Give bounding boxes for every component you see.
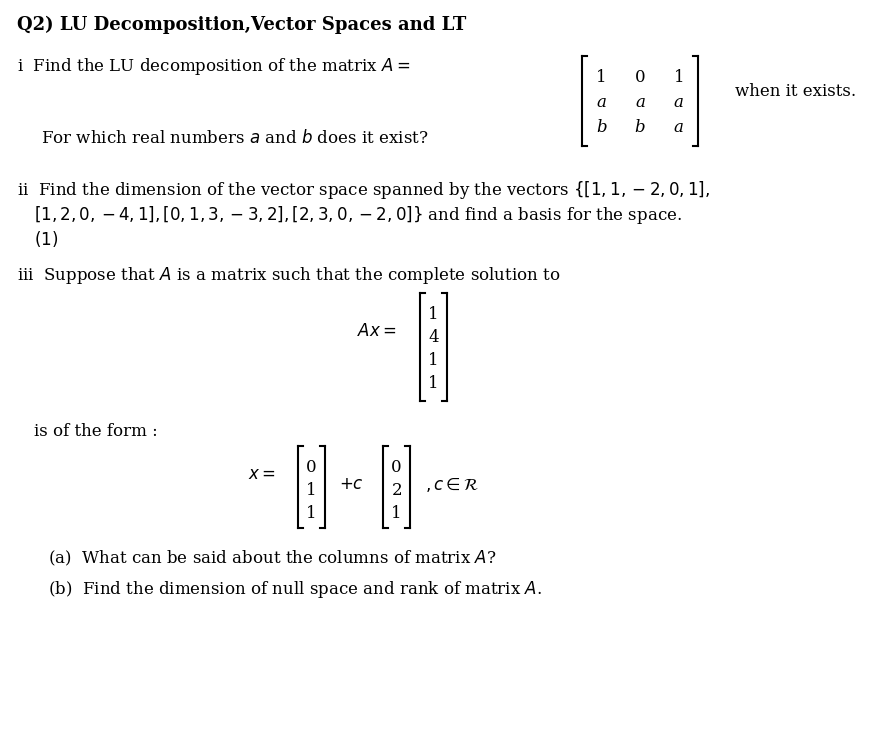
Text: Q2) LU Decomposition,Vector Spaces and LT: Q2) LU Decomposition,Vector Spaces and L… — [18, 16, 466, 34]
Text: $Ax=$: $Ax=$ — [357, 323, 396, 340]
Text: a: a — [674, 119, 684, 136]
Text: 0: 0 — [392, 459, 402, 476]
Text: $x=$: $x=$ — [248, 466, 276, 483]
Text: $(1)$: $(1)$ — [34, 229, 58, 249]
Text: $,c \in \mathcal{R}$: $,c \in \mathcal{R}$ — [425, 476, 479, 494]
Text: (b)  Find the dimension of null space and rank of matrix $A$.: (b) Find the dimension of null space and… — [48, 579, 542, 600]
Text: when it exists.: when it exists. — [735, 83, 856, 100]
Text: b: b — [596, 119, 606, 136]
Text: a: a — [597, 94, 606, 111]
Text: a: a — [674, 94, 684, 111]
Text: 1: 1 — [429, 306, 439, 323]
Text: 1: 1 — [429, 352, 439, 369]
Text: 1: 1 — [596, 69, 606, 86]
Text: 0: 0 — [306, 459, 317, 476]
Text: 1: 1 — [429, 375, 439, 392]
Text: 1: 1 — [306, 482, 317, 499]
Text: a: a — [635, 94, 645, 111]
Text: 0: 0 — [634, 69, 645, 86]
Text: 4: 4 — [429, 329, 439, 346]
Text: 1: 1 — [392, 505, 402, 522]
Text: is of the form :: is of the form : — [34, 423, 158, 440]
Text: 1: 1 — [306, 505, 317, 522]
Text: i  Find the LU decomposition of the matrix $A=$: i Find the LU decomposition of the matri… — [18, 56, 411, 77]
Text: 1: 1 — [673, 69, 684, 86]
Text: ii  Find the dimension of the vector space spanned by the vectors $\{[1, 1, -2, : ii Find the dimension of the vector spac… — [18, 179, 710, 201]
Text: $[1, 2, 0, -4, 1], [0, 1, 3, -3, 2], [2, 3, 0, -2, 0]\}$ and find a basis for th: $[1, 2, 0, -4, 1], [0, 1, 3, -3, 2], [2,… — [34, 204, 682, 226]
Text: b: b — [634, 119, 645, 136]
Text: $+c$: $+c$ — [340, 476, 364, 493]
Text: 2: 2 — [392, 482, 402, 499]
Text: iii  Suppose that $A$ is a matrix such that the complete solution to: iii Suppose that $A$ is a matrix such th… — [18, 265, 561, 286]
Text: For which real numbers $a$ and $b$ does it exist?: For which real numbers $a$ and $b$ does … — [40, 129, 429, 147]
Text: (a)  What can be said about the columns of matrix $A$?: (a) What can be said about the columns o… — [48, 549, 497, 568]
